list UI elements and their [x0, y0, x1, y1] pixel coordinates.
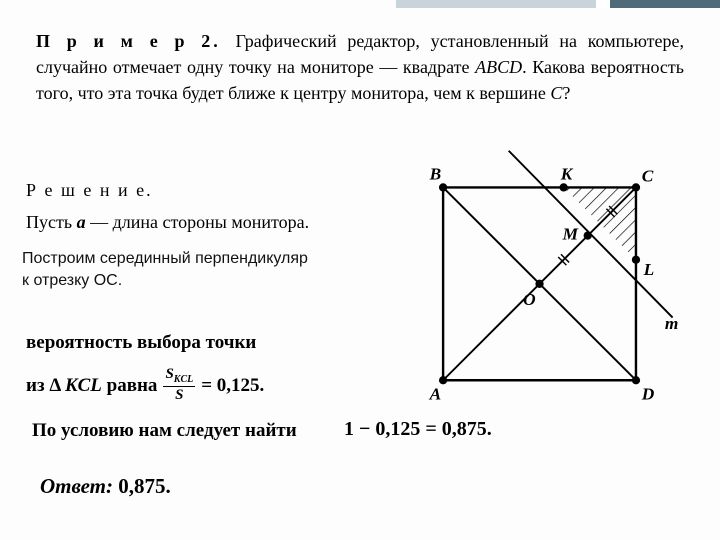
decor-seg-3 [610, 0, 720, 8]
prob-from-text: из Δ KCL равна [26, 375, 157, 397]
let-a-text: Пусть a — длина стороны монитора. [26, 212, 309, 233]
construct-perp-text: Построим серединный перпендикуляр к отре… [22, 248, 308, 293]
answer-label: Ответ: [40, 474, 113, 498]
fraction: SKCL S [163, 367, 195, 403]
svg-text:C: C [642, 167, 654, 186]
svg-text:L: L [643, 260, 655, 279]
svg-text:D: D [641, 385, 655, 404]
svg-text:m: m [665, 314, 679, 333]
header-decor [396, 0, 720, 8]
probability-heading: вероятность выбора точки [26, 332, 256, 354]
decor-seg-1 [396, 0, 596, 8]
condition-text: По условию нам следует найти [32, 420, 297, 442]
svg-text:O: O [523, 290, 536, 309]
svg-text:B: B [429, 165, 442, 184]
geometry-diagram: A B C D K L M Om [404, 144, 704, 414]
svg-text:M: M [562, 224, 579, 243]
svg-text:A: A [429, 385, 442, 404]
problem-label: П р и м е р 2. [36, 31, 221, 51]
problem-statement: П р и м е р 2. Графический редактор, уст… [36, 28, 684, 106]
answer-value: 0,875. [113, 474, 171, 498]
fraction-den: S [175, 387, 183, 403]
probability-formula: из Δ KCL равна SKCL S = 0,125. [26, 368, 264, 404]
perp-line-2: к отрезку OC. [22, 272, 122, 289]
svg-text:K: K [560, 165, 574, 184]
prob-value: = 0,125. [201, 375, 264, 397]
fraction-num: SKCL [163, 367, 195, 387]
decor-seg-2 [596, 0, 610, 8]
calculation: 1 − 0,125 = 0,875. [344, 418, 492, 441]
perp-line-1: Построим серединный перпендикуляр [22, 250, 308, 267]
answer: Ответ: 0,875. [40, 474, 171, 499]
solution-label: Р е ш е н и е. [26, 180, 153, 201]
